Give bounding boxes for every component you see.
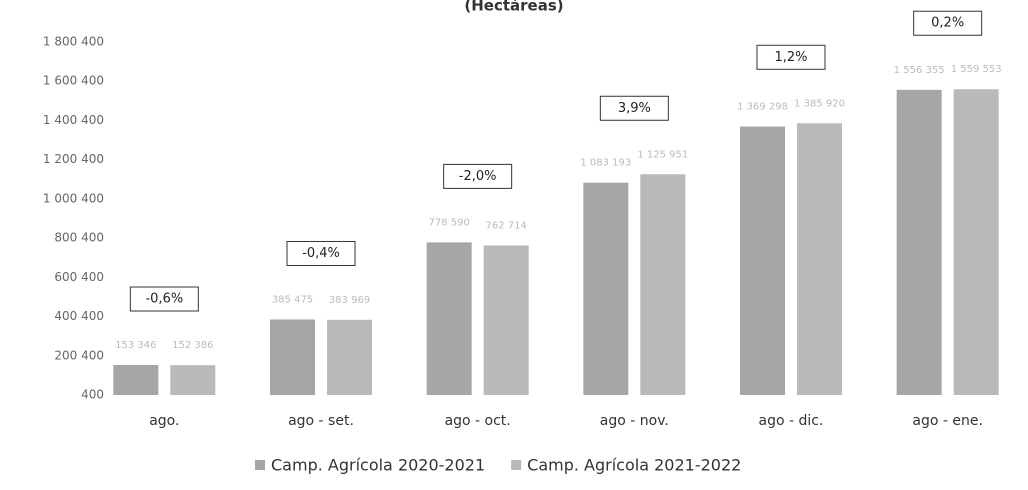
data-label: 778 590 xyxy=(428,217,469,228)
x-tick-label: ago - dic. xyxy=(759,413,824,429)
data-label: 1 369 298 xyxy=(737,102,788,113)
annotation-box xyxy=(913,10,983,36)
y-tick-label: 800 400 xyxy=(54,231,104,245)
chart-title: (Hectáreas) xyxy=(464,0,563,15)
annotation-box xyxy=(599,95,669,121)
bar xyxy=(953,89,999,395)
legend-swatch xyxy=(511,460,522,470)
bar xyxy=(113,365,159,395)
x-tick-label: ago - nov. xyxy=(600,413,669,429)
y-tick-label: 400 xyxy=(81,388,104,402)
annotation-box xyxy=(129,286,199,312)
annotation: -2,0% xyxy=(459,169,497,184)
y-tick-label: 1 200 400 xyxy=(43,152,104,166)
annotation: 1,2% xyxy=(774,50,807,65)
annotation: -0,6% xyxy=(145,292,183,307)
y-tick-label: 200 400 xyxy=(54,348,104,362)
y-tick-label: 1 000 400 xyxy=(43,191,104,205)
legend-label: Camp. Agrícola 2021-2022 xyxy=(527,456,741,475)
bar xyxy=(896,89,942,396)
x-tick-label: ago - oct. xyxy=(445,413,511,429)
legend-label: Camp. Agrícola 2020-2021 xyxy=(271,456,485,475)
data-label: 385 475 xyxy=(272,294,313,305)
y-tick-label: 400 400 xyxy=(54,309,104,323)
y-tick-label: 1 400 400 xyxy=(43,113,104,127)
y-tick-label: 600 400 xyxy=(54,270,104,284)
data-label: 762 714 xyxy=(485,221,526,232)
bar xyxy=(640,174,686,395)
x-tick-label: ago - set. xyxy=(288,413,354,429)
data-label: 1 385 920 xyxy=(794,98,845,109)
annotation-box xyxy=(286,240,356,266)
annotation: 0,2% xyxy=(931,16,964,31)
y-tick-label: 1 800 400 xyxy=(43,35,104,49)
bar xyxy=(583,182,629,395)
data-label: 1 556 355 xyxy=(894,65,945,76)
data-label: 153 346 xyxy=(115,340,156,351)
bar xyxy=(426,242,472,395)
annotation-box xyxy=(443,163,513,189)
x-tick-label: ago - ene. xyxy=(912,413,983,429)
data-label: 1 083 193 xyxy=(580,158,631,169)
annotation: 3,9% xyxy=(618,101,651,116)
bar xyxy=(483,245,529,395)
bar xyxy=(170,365,216,395)
bar xyxy=(327,319,372,395)
bar xyxy=(270,319,315,395)
annotation: -0,4% xyxy=(302,246,340,261)
x-tick-label: ago. xyxy=(149,413,179,429)
annotation-box xyxy=(756,44,826,70)
y-tick-label: 1 600 400 xyxy=(43,74,104,88)
bar xyxy=(797,123,842,396)
data-label: 152 386 xyxy=(172,340,213,351)
data-label: 383 969 xyxy=(329,295,370,306)
bar xyxy=(740,126,785,396)
legend-swatch xyxy=(255,460,265,470)
data-label: 1 559 553 xyxy=(951,64,1002,75)
data-label: 1 125 951 xyxy=(637,149,688,160)
